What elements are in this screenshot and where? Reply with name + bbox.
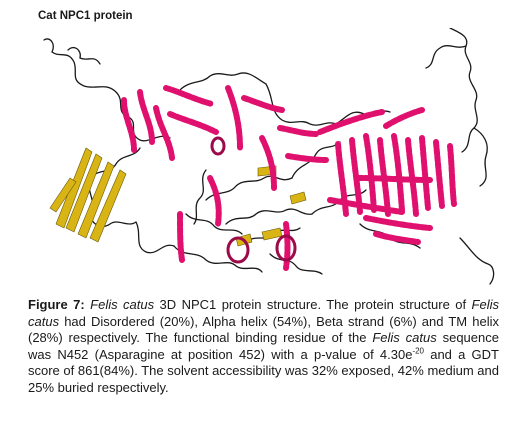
helix-rings	[210, 136, 297, 264]
panel-title: Cat NPC1 protein	[38, 10, 133, 22]
caption-label: Figure 7:	[28, 297, 85, 312]
caption-species: Felis catus	[90, 297, 155, 312]
caption-species: Felis catus	[28, 297, 499, 329]
figure-caption: Figure 7: Felis catus 3D NPC1 protein st…	[28, 297, 499, 397]
caption-text-3: sequence was N452 (Asparagine at positio…	[28, 330, 499, 362]
caption-exponent: -20	[412, 346, 424, 356]
protein-structure-image	[43, 28, 495, 285]
caption-text-4: and a GDT score of 861(84%). The solvent…	[28, 346, 499, 395]
alpha-helices	[121, 85, 457, 271]
caption-species: Felis catus	[372, 330, 437, 346]
caption-text-1: 3D NPC1 protein structure. The protein s…	[154, 297, 472, 312]
caption-text-2: had Disordered (20%), Alpha helix (54%),…	[28, 313, 499, 346]
